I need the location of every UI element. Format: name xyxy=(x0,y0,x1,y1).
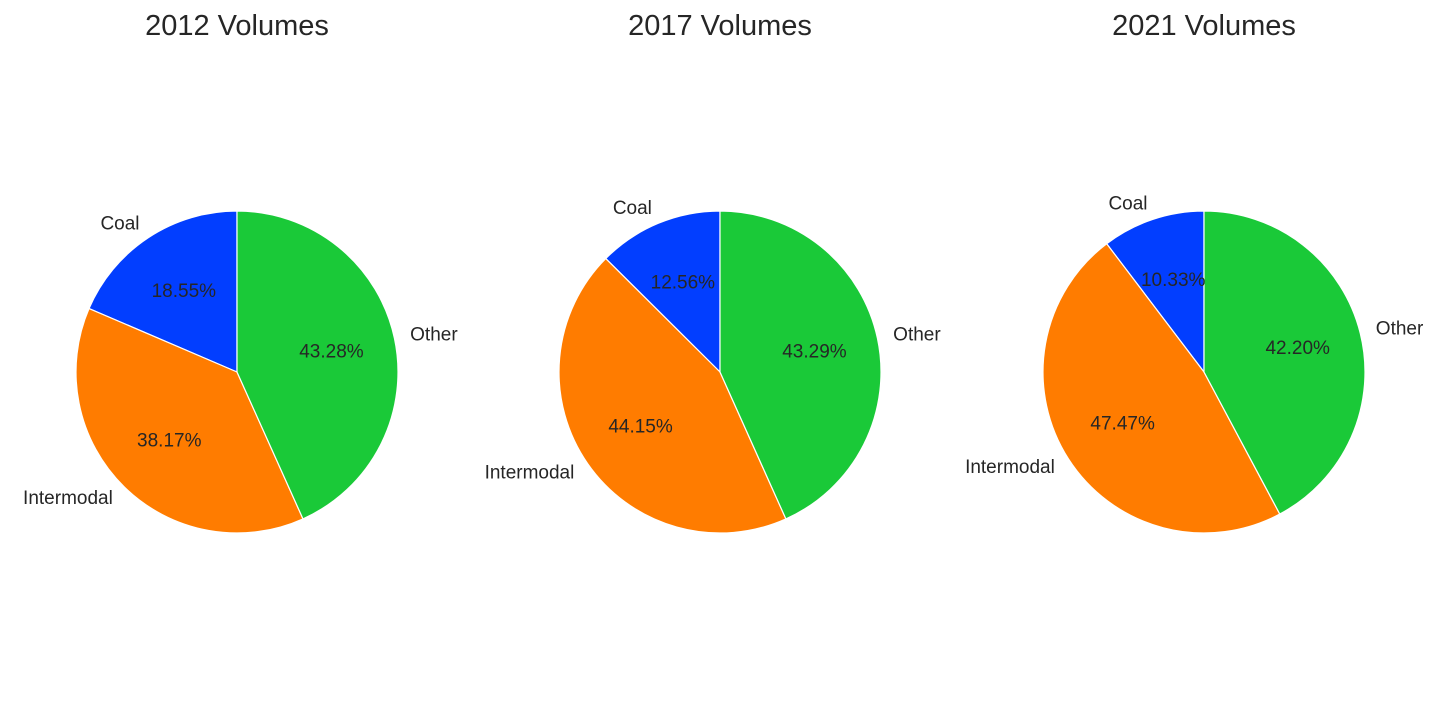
pie-slice-coal xyxy=(88,210,238,373)
percent-label-intermodal: 47.47% xyxy=(1090,414,1155,435)
pie-slice-other xyxy=(719,210,882,520)
pie-slice-intermodal xyxy=(75,307,304,534)
slice-label-coal: Coal xyxy=(613,198,652,219)
slice-label-intermodal: Intermodal xyxy=(485,462,575,483)
slice-label-intermodal: Intermodal xyxy=(965,457,1055,478)
percent-label-coal: 10.33% xyxy=(1141,270,1206,291)
chart-title: 2021 Volumes xyxy=(1112,10,1296,42)
chart-title: 2012 Volumes xyxy=(145,10,329,42)
pie-slice-intermodal xyxy=(558,257,787,534)
percent-label-intermodal: 38.17% xyxy=(137,430,202,451)
pie-slice-coal xyxy=(605,210,721,373)
slice-label-coal: Coal xyxy=(1108,194,1147,215)
percent-label-intermodal: 44.15% xyxy=(608,416,673,437)
percent-label-coal: 18.55% xyxy=(152,281,217,302)
pie-slice-coal xyxy=(1106,210,1205,373)
pie-slice-intermodal xyxy=(1042,243,1281,534)
percent-label-coal: 12.56% xyxy=(651,272,716,293)
pie-chart-2012: 2012 Volumes Coal 18.55% Intermodal 38.17% O… xyxy=(23,10,458,534)
slice-label-other: Other xyxy=(1376,319,1424,340)
percent-label-other: 43.28% xyxy=(299,341,364,362)
slice-label-other: Other xyxy=(410,324,458,345)
slice-label-other: Other xyxy=(893,324,941,345)
pie-slice-other xyxy=(236,210,399,520)
slice-label-coal: Coal xyxy=(100,214,139,235)
pie-slice-other xyxy=(1203,210,1366,515)
chart-title: 2017 Volumes xyxy=(628,10,812,42)
percent-label-other: 42.20% xyxy=(1265,338,1330,359)
percent-label-other: 43.29% xyxy=(782,341,847,362)
slice-label-intermodal: Intermodal xyxy=(23,488,113,509)
pie-chart-2021: 2021 Volumes Coal 10.33% Intermodal 47.47% O… xyxy=(965,10,1424,534)
pie-chart-2017: 2017 Volumes Coal 12.56% Intermodal 44.15% O… xyxy=(485,10,941,534)
